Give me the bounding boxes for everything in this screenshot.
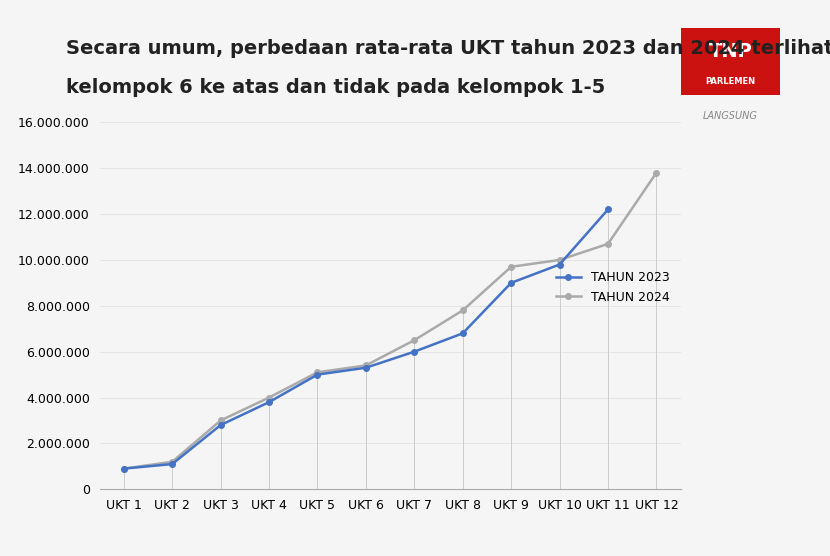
TAHUN 2023	[603, 206, 613, 213]
TAHUN 2023	[312, 371, 322, 378]
Line: TAHUN 2023: TAHUN 2023	[121, 207, 611, 471]
TAHUN 2023	[167, 461, 177, 468]
TAHUN 2024	[457, 307, 467, 314]
Text: PARLEMEN: PARLEMEN	[706, 77, 755, 86]
TAHUN 2024	[312, 369, 322, 376]
TAHUN 2024	[554, 257, 564, 264]
TAHUN 2024	[506, 264, 516, 270]
TAHUN 2023	[361, 364, 371, 371]
TAHUN 2023	[506, 280, 516, 286]
Text: kelompok 6 ke atas dan tidak pada kelompok 1-5: kelompok 6 ke atas dan tidak pada kelomp…	[66, 78, 606, 97]
TAHUN 2024	[361, 362, 371, 369]
TAHUN 2023	[457, 330, 467, 336]
TAHUN 2024	[409, 337, 419, 344]
Text: Secara umum, perbedaan rata-rata UKT tahun 2023 dan 2024 terlihat pada: Secara umum, perbedaan rata-rata UKT tah…	[66, 39, 830, 58]
TAHUN 2024	[167, 458, 177, 465]
Text: LANGSUNG: LANGSUNG	[703, 111, 758, 121]
TAHUN 2023	[409, 348, 419, 355]
TAHUN 2023	[554, 261, 564, 268]
TAHUN 2023	[216, 421, 226, 428]
TAHUN 2024	[216, 417, 226, 424]
TAHUN 2023	[119, 465, 129, 472]
Legend: TAHUN 2023, TAHUN 2024: TAHUN 2023, TAHUN 2024	[550, 266, 674, 309]
TAHUN 2023	[264, 399, 274, 405]
TAHUN 2024	[652, 170, 662, 176]
TAHUN 2024	[264, 394, 274, 401]
TAHUN 2024	[119, 465, 129, 472]
TAHUN 2024	[603, 241, 613, 247]
Text: TNP: TNP	[709, 42, 752, 61]
Line: TAHUN 2024: TAHUN 2024	[121, 170, 659, 471]
